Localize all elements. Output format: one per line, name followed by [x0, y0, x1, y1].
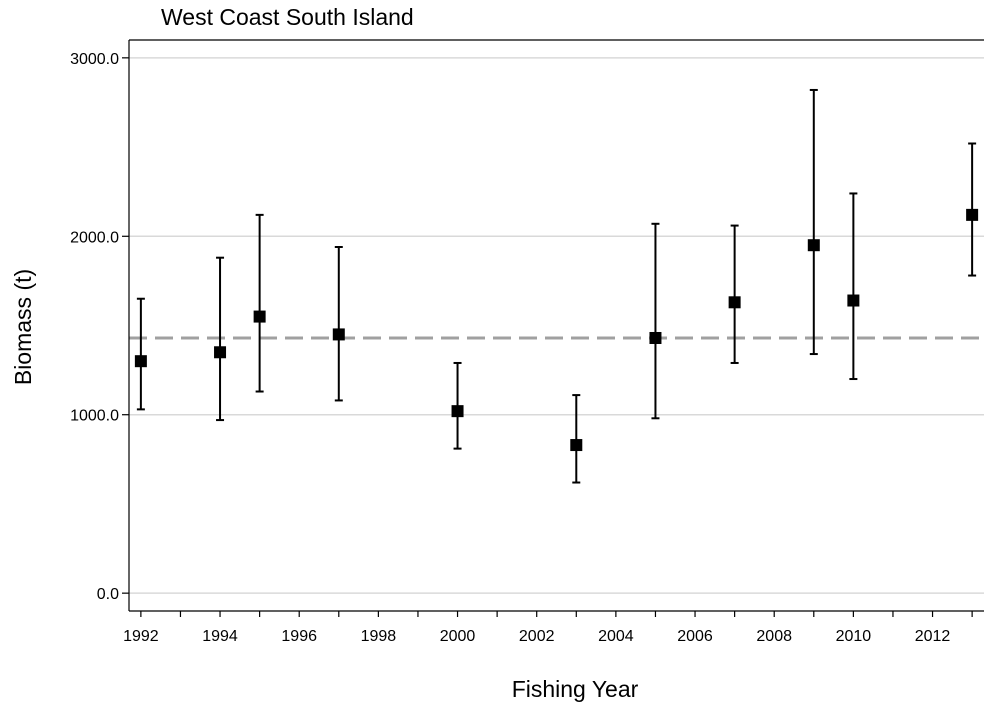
x-tick-label-3: 1998 — [361, 628, 397, 645]
data-point-2005 — [649, 331, 662, 344]
data-point-2000 — [451, 405, 464, 418]
x-tick-label-6: 2004 — [598, 628, 634, 645]
data-point-1994 — [214, 346, 227, 359]
x-tick-label-10: 2012 — [915, 628, 951, 645]
data-points — [134, 88, 979, 484]
y-tick-label-2: 2000.0 — [70, 229, 119, 246]
data-point-2013 — [966, 208, 979, 221]
x-tick-label-2: 1996 — [281, 628, 317, 645]
grid — [129, 57, 984, 594]
y-tick-label-0: 0.0 — [97, 586, 119, 603]
x-tick-label-8: 2008 — [756, 628, 792, 645]
axes: 0.0 1000.0 2000.0 3000.0 1992 1994 1996 1998 200… — [70, 39, 984, 645]
x-axis-title: Fishing Year — [512, 676, 639, 702]
x-tick-label-7: 2006 — [677, 628, 713, 645]
x-tick-label-5: 2002 — [519, 628, 555, 645]
x-tick-label-9: 2010 — [836, 628, 872, 645]
data-point-2010 — [847, 294, 860, 307]
x-tick-label-0: 1992 — [123, 628, 159, 645]
y-tick-label-3: 3000.0 — [70, 51, 119, 68]
data-point-1995 — [253, 310, 266, 323]
data-point-2009 — [807, 239, 820, 252]
y-tick-label-1: 1000.0 — [70, 408, 119, 425]
data-point-1997 — [332, 328, 345, 341]
x-tick-label-4: 2000 — [440, 628, 476, 645]
x-tick-label-1: 1994 — [202, 628, 238, 645]
data-point-2007 — [728, 296, 741, 309]
y-axis-title: Biomass (t) — [10, 269, 36, 385]
data-point-2003 — [570, 439, 583, 452]
data-point-1992 — [134, 355, 147, 368]
chart-title: West Coast South Island — [161, 4, 414, 30]
